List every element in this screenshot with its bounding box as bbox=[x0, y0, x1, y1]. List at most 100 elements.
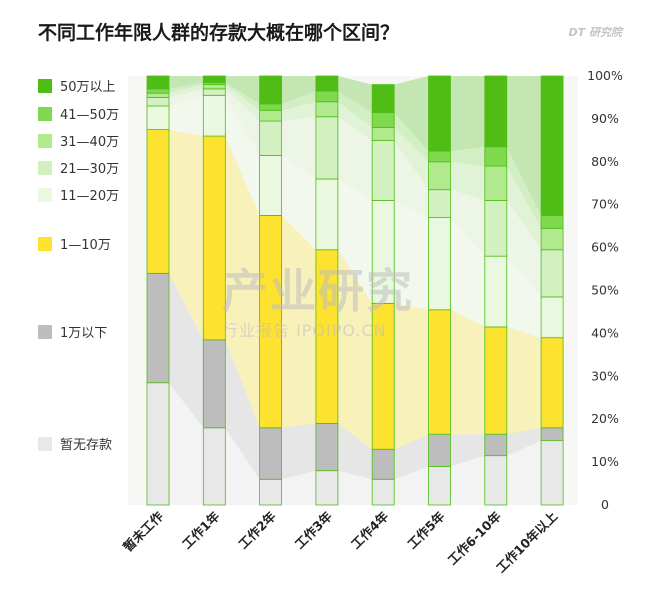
bar-segment-below_1w bbox=[540, 427, 564, 442]
bar-segment-w11_20 bbox=[371, 200, 395, 304]
bar-segment-w1_10 bbox=[540, 337, 564, 429]
bar-segment-w21_30 bbox=[146, 97, 170, 107]
legend-item-below_1w: 1万以下 bbox=[38, 322, 107, 341]
chart-title: 不同工作年限人群的存款大概在哪个区间？ bbox=[38, 22, 400, 44]
legend-label: 1万以下 bbox=[60, 326, 108, 341]
band-w31_40 bbox=[147, 84, 564, 250]
legend-label: 21—30万 bbox=[60, 162, 120, 177]
legend-label: 1—10万 bbox=[60, 238, 111, 253]
bar-segment-w31_40 bbox=[146, 92, 170, 98]
bar-segment-w1_10 bbox=[259, 215, 283, 429]
x-tick-label: 工作3年 bbox=[292, 508, 336, 552]
bar-segment-below_1w bbox=[259, 427, 283, 480]
legend-item-no_savings: 暂无存款 bbox=[38, 434, 112, 453]
bar-segment-w11_20 bbox=[315, 178, 339, 251]
band-w11_20 bbox=[147, 95, 564, 338]
legend-item-w31_40: 31—40万 bbox=[38, 131, 119, 150]
bar-segment-w41_50 bbox=[315, 90, 339, 103]
bar-segment-w21_30 bbox=[202, 88, 226, 96]
legend-item-w1_10: 1—10万 bbox=[38, 234, 111, 253]
x-tick-label: 工作4年 bbox=[348, 508, 392, 552]
bar-segment-w21_30 bbox=[259, 120, 283, 156]
legend-label: 暂无存款 bbox=[60, 438, 113, 453]
bar-segment-no_savings bbox=[315, 470, 339, 506]
bar-segment-w31_40 bbox=[484, 165, 508, 201]
bar-segment-w11_20 bbox=[540, 296, 564, 339]
band-below_1w bbox=[147, 273, 564, 480]
legend-swatch bbox=[38, 324, 52, 339]
y-tick-label: 100% bbox=[587, 68, 623, 83]
bar-segment-below_1w bbox=[315, 423, 339, 472]
bar-segment-w11_20 bbox=[428, 217, 451, 311]
legend-item-above_50: 50万以上 bbox=[38, 76, 116, 95]
bar-segment-w41_50 bbox=[540, 215, 564, 229]
brand-logo: DT 研究院 bbox=[568, 26, 622, 39]
bar-segment-below_1w bbox=[146, 272, 170, 384]
legend-swatch bbox=[38, 436, 52, 451]
bar-segment-w11_20 bbox=[202, 94, 226, 137]
bar-segment-w1_10 bbox=[371, 302, 395, 450]
bar-segment-no_savings bbox=[540, 440, 564, 506]
bar-segment-w21_30 bbox=[428, 189, 451, 218]
bar-segment-w21_30 bbox=[315, 116, 339, 180]
x-tick-label: 工作1年 bbox=[179, 508, 223, 552]
x-tick-label: 工作6-10年 bbox=[445, 508, 505, 568]
bar-segment-w31_40 bbox=[540, 227, 564, 251]
legend-item-w41_50: 41—50万 bbox=[38, 104, 119, 123]
bar-segment-w1_10 bbox=[428, 309, 451, 435]
bar-segment-w31_40 bbox=[259, 109, 283, 122]
bar-segment-w41_50 bbox=[428, 150, 451, 163]
bar-segment-w41_50 bbox=[371, 112, 395, 128]
bar-segment-w1_10 bbox=[202, 135, 226, 341]
bar-segment-w31_40 bbox=[428, 161, 451, 191]
bar-segment-w31_40 bbox=[202, 84, 226, 90]
bar-segment-w1_10 bbox=[484, 326, 508, 435]
bar-segment-above_50 bbox=[259, 75, 283, 105]
y-tick-label: 10% bbox=[591, 454, 619, 469]
legend-item-w11_20: 11—20万 bbox=[38, 185, 119, 204]
legend-label: 41—50万 bbox=[60, 108, 120, 123]
bar-segment-w1_10 bbox=[146, 129, 170, 274]
legend-swatch bbox=[38, 106, 52, 121]
bar-segment-below_1w bbox=[484, 433, 508, 457]
y-tick-label: 70% bbox=[591, 197, 619, 212]
band-w21_30 bbox=[147, 88, 564, 297]
bar-segment-above_50 bbox=[428, 75, 451, 152]
bar-segment-w41_50 bbox=[484, 146, 508, 167]
legend-swatch bbox=[38, 78, 52, 93]
bar-segment-above_50 bbox=[315, 75, 339, 92]
bar-segment-w1_10 bbox=[315, 249, 339, 424]
bar-segment-w41_50 bbox=[259, 103, 283, 111]
legend-swatch bbox=[38, 133, 52, 148]
bar-segment-w31_40 bbox=[315, 101, 339, 118]
y-tick-label: 20% bbox=[591, 411, 619, 426]
bar-segment-above_50 bbox=[371, 84, 395, 113]
x-tick-label: 暂未工作 bbox=[120, 508, 166, 554]
bar-segment-w11_20 bbox=[146, 105, 170, 131]
bar-segment-no_savings bbox=[371, 478, 395, 506]
bar-segment-above_50 bbox=[484, 75, 508, 148]
bar-segment-w41_50 bbox=[146, 88, 170, 94]
bar-segment-w21_30 bbox=[484, 200, 508, 257]
y-tick-label: 0 bbox=[601, 497, 609, 512]
legend-label: 31—40万 bbox=[60, 135, 120, 150]
band-w1_10 bbox=[147, 129, 564, 450]
bar-segment-above_50 bbox=[202, 75, 226, 83]
legend-swatch bbox=[38, 160, 52, 175]
bar-segment-below_1w bbox=[428, 433, 451, 467]
y-tick-label: 40% bbox=[591, 325, 619, 340]
bar-segment-no_savings bbox=[146, 382, 170, 506]
legend-swatch bbox=[38, 236, 52, 251]
legend-swatch bbox=[38, 187, 52, 202]
band-above_50 bbox=[147, 76, 564, 216]
x-tick-label: 工作10年以上 bbox=[493, 508, 560, 575]
bar-segment-w21_30 bbox=[371, 139, 395, 201]
legend-label: 50万以上 bbox=[60, 80, 116, 95]
bar-segment-w11_20 bbox=[484, 255, 508, 328]
bar-segment-w31_40 bbox=[371, 127, 395, 141]
x-tick-label: 工作5年 bbox=[404, 508, 448, 552]
legend-item-w21_30: 21—30万 bbox=[38, 158, 119, 177]
y-tick-label: 90% bbox=[591, 111, 619, 126]
bar-segment-no_savings bbox=[259, 478, 283, 506]
